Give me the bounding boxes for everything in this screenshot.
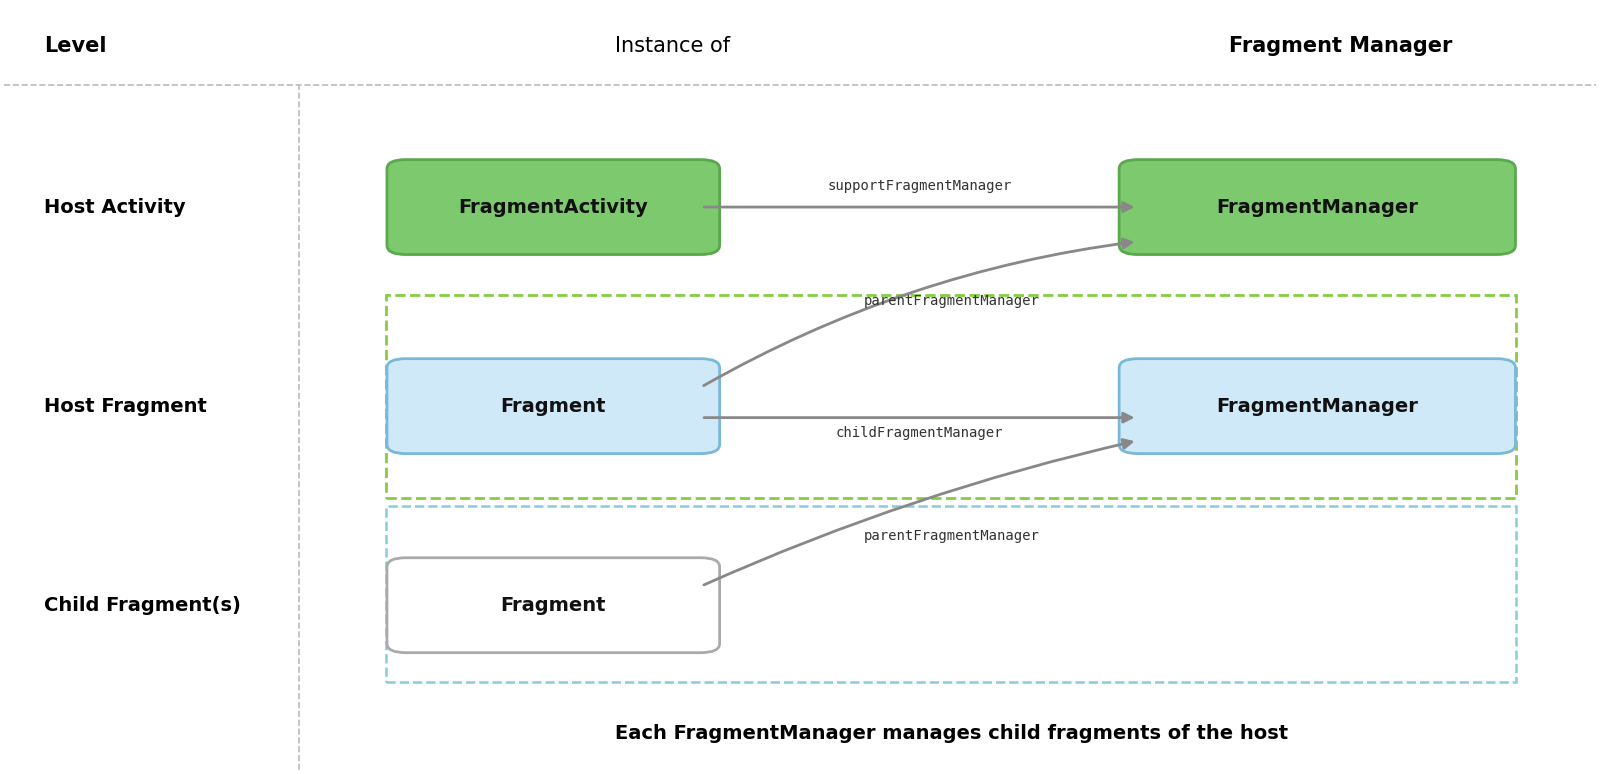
Text: Host Activity: Host Activity xyxy=(43,197,186,217)
FancyBboxPatch shape xyxy=(387,159,720,255)
FancyBboxPatch shape xyxy=(387,558,720,652)
Text: Fragment Manager: Fragment Manager xyxy=(1229,36,1453,57)
Text: Host Fragment: Host Fragment xyxy=(43,396,206,416)
Text: Instance of: Instance of xyxy=(614,36,730,57)
Text: childFragmentManager: childFragmentManager xyxy=(835,426,1003,440)
Text: Fragment: Fragment xyxy=(501,396,606,416)
Text: parentFragmentManager: parentFragmentManager xyxy=(864,294,1038,308)
Text: supportFragmentManager: supportFragmentManager xyxy=(827,180,1011,194)
Bar xyxy=(386,295,1517,498)
Text: parentFragmentManager: parentFragmentManager xyxy=(864,529,1038,543)
FancyBboxPatch shape xyxy=(1118,159,1515,255)
Text: FragmentManager: FragmentManager xyxy=(1216,396,1418,416)
Text: Child Fragment(s): Child Fragment(s) xyxy=(43,596,242,615)
FancyBboxPatch shape xyxy=(1118,358,1515,454)
Text: Each FragmentManager manages child fragments of the host: Each FragmentManager manages child fragm… xyxy=(614,724,1288,742)
Text: Level: Level xyxy=(43,36,107,57)
Text: FragmentActivity: FragmentActivity xyxy=(459,197,648,217)
Text: Fragment: Fragment xyxy=(501,596,606,615)
Text: FragmentManager: FragmentManager xyxy=(1216,197,1418,217)
Bar xyxy=(386,505,1517,682)
FancyBboxPatch shape xyxy=(387,358,720,454)
